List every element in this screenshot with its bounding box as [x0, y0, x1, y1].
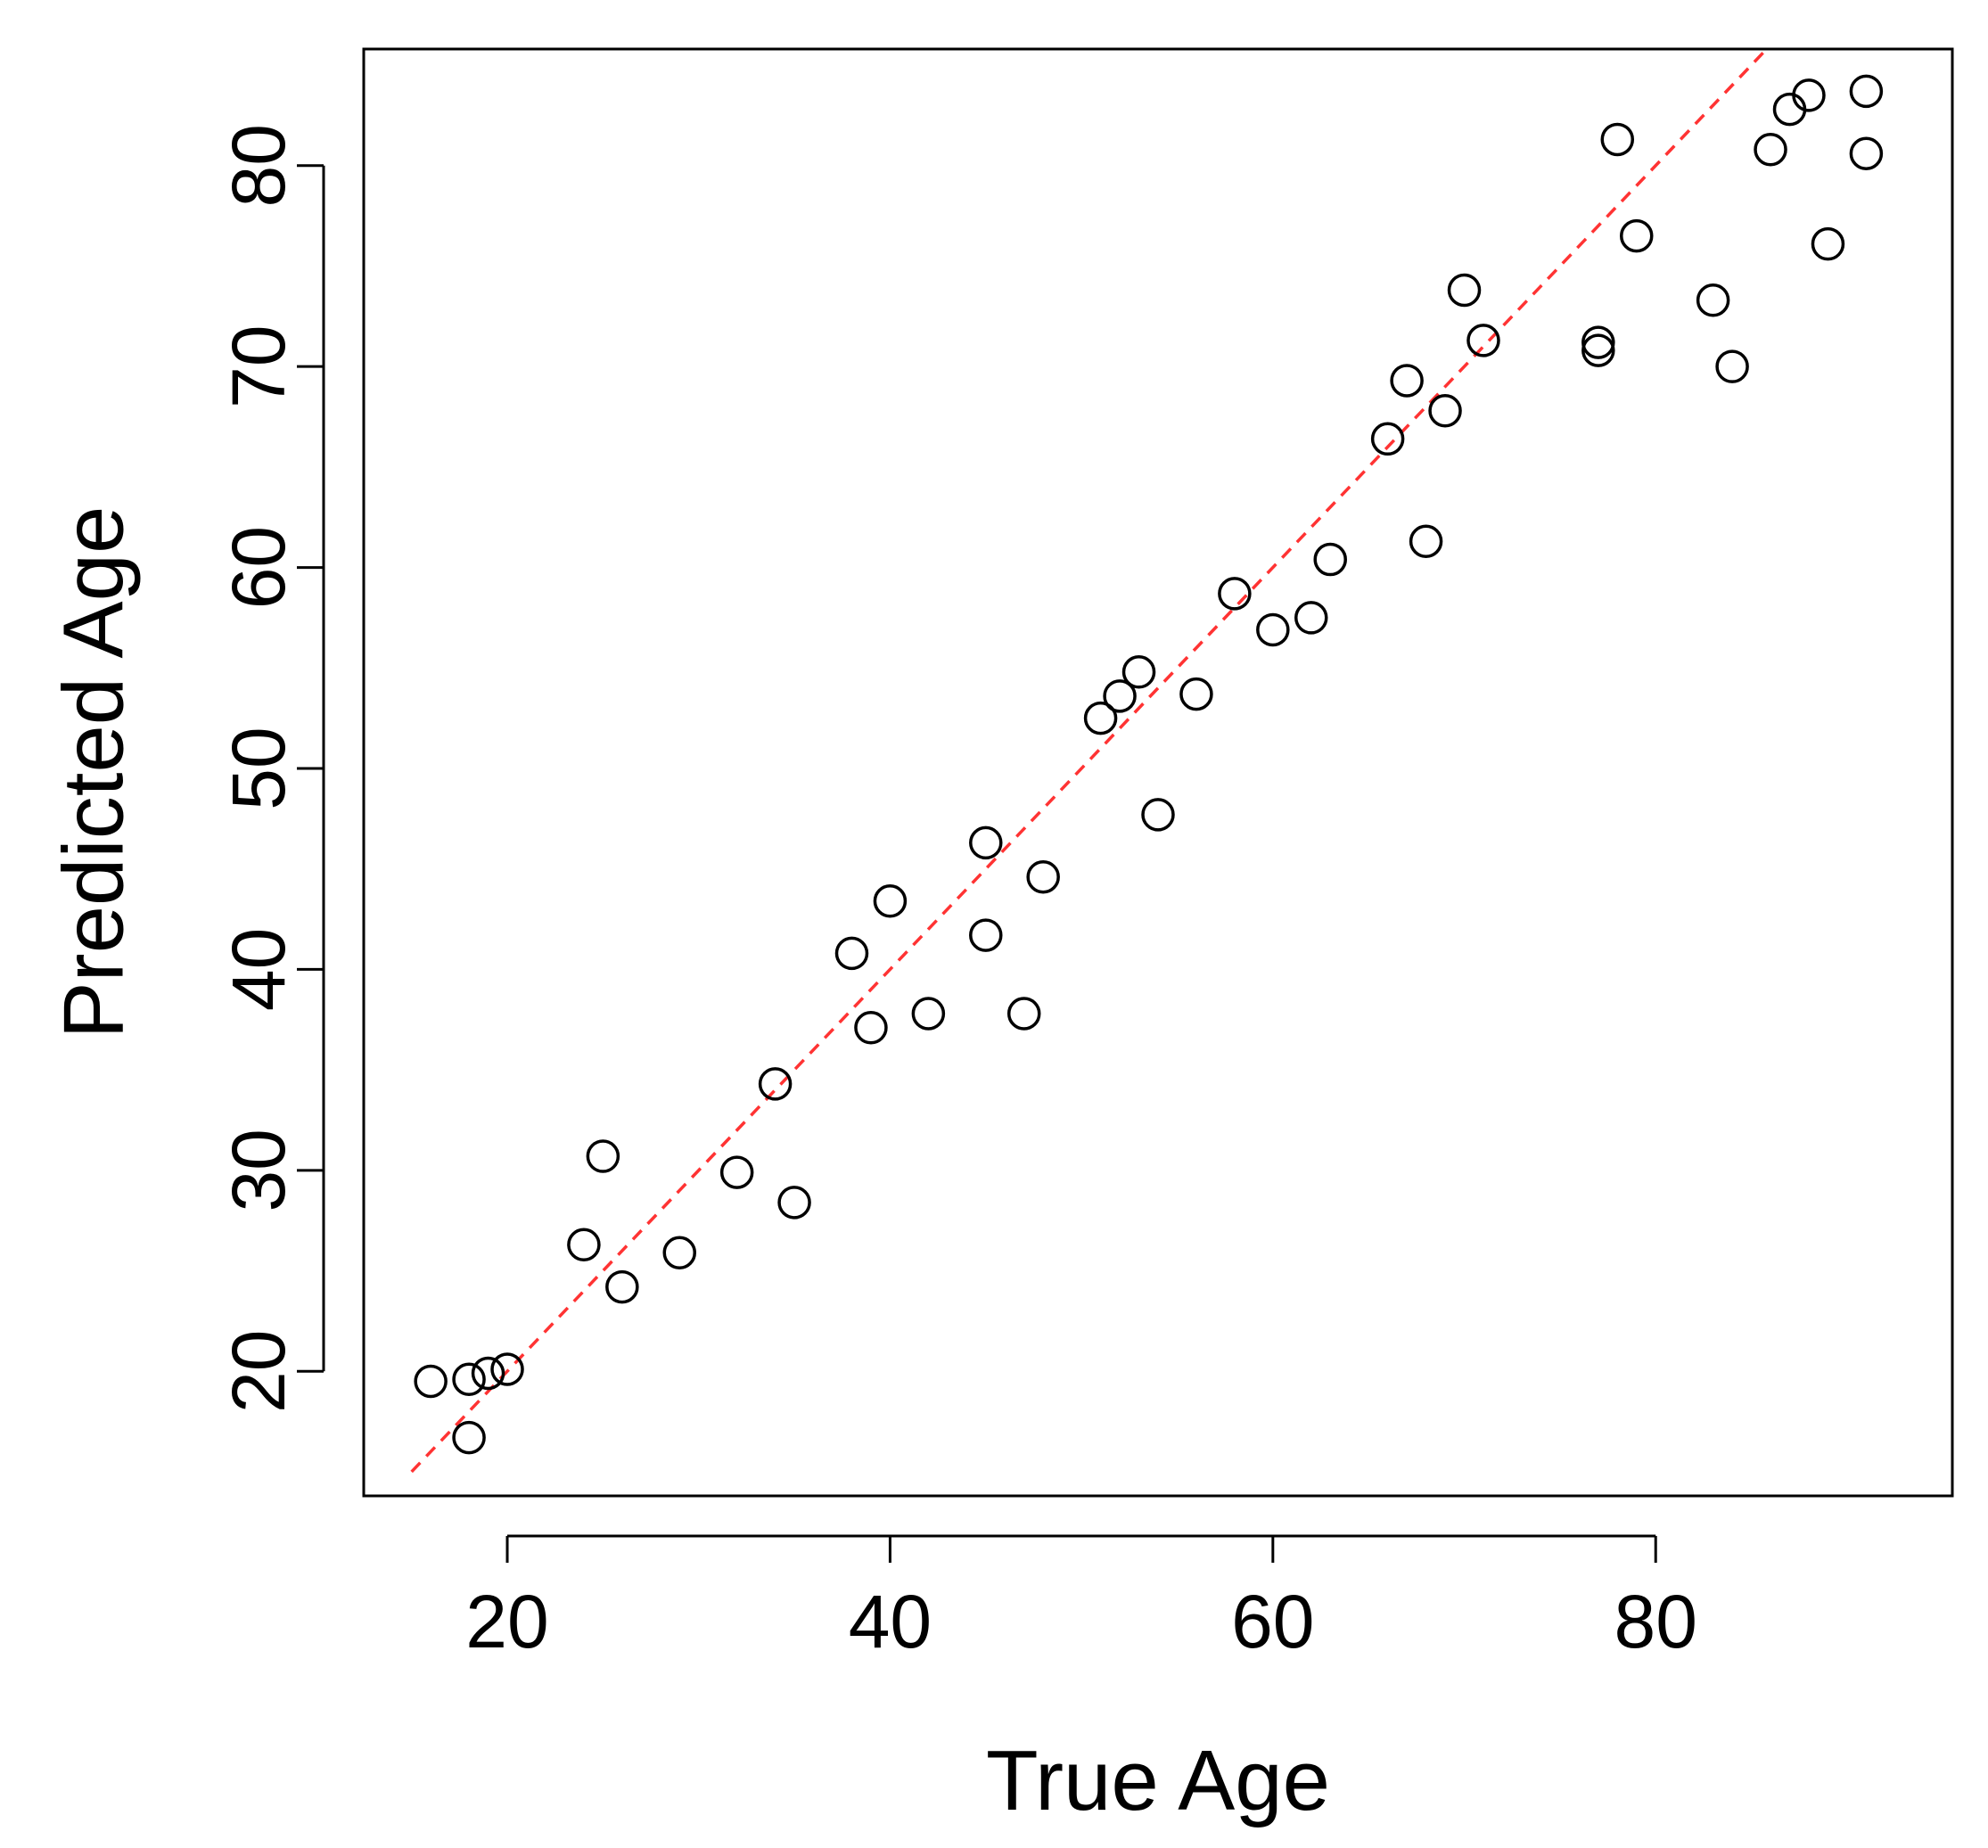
data-point	[471, 1356, 505, 1391]
plot-frame	[362, 47, 1954, 1498]
x-tick-label: 60	[1231, 1580, 1314, 1663]
data-point	[1581, 333, 1615, 367]
x-axis-label: True Age	[986, 1733, 1330, 1828]
x-tick-label: 80	[1614, 1580, 1696, 1663]
data-point	[911, 997, 946, 1031]
y-tick-label: 40	[217, 928, 300, 1011]
data-point	[1141, 798, 1175, 832]
data-point	[1811, 226, 1845, 261]
data-point	[1294, 601, 1328, 635]
data-point	[1696, 283, 1730, 317]
data-point	[1006, 997, 1041, 1031]
y-tick-label: 80	[217, 124, 300, 207]
x-tick-label: 20	[465, 1580, 548, 1663]
data-point	[1409, 524, 1443, 559]
data-point	[452, 1362, 486, 1397]
data-point	[1103, 679, 1137, 713]
data-point	[586, 1139, 620, 1173]
data-point	[1715, 349, 1749, 383]
data-point	[414, 1364, 448, 1399]
data-point	[1026, 859, 1060, 894]
data-point	[1849, 74, 1884, 109]
data-point	[969, 918, 1003, 952]
data-point	[1121, 655, 1156, 689]
data-point	[834, 936, 869, 971]
data-point	[719, 1155, 754, 1189]
y-tick-label: 30	[217, 1129, 300, 1211]
y-axis-label: Predicted Age	[46, 506, 142, 1039]
data-point	[1754, 132, 1787, 167]
y-tick-label: 50	[217, 727, 300, 809]
x-axis: 20 40 60 80	[465, 1534, 1697, 1663]
data-point	[490, 1352, 524, 1386]
data-point	[662, 1236, 697, 1269]
y-tick-label: 60	[217, 526, 300, 609]
y-tick-label: 20	[217, 1330, 300, 1413]
data-point	[1218, 577, 1252, 611]
data-point	[1083, 701, 1118, 735]
y-axis: 20 30 40 50 60 70 80	[217, 124, 325, 1413]
data-point	[1428, 394, 1462, 428]
data-point	[1447, 273, 1482, 308]
data-points-layer	[414, 74, 1884, 1455]
data-point	[1256, 612, 1290, 647]
data-point	[567, 1228, 601, 1261]
data-point	[1313, 542, 1347, 577]
data-point	[777, 1186, 811, 1220]
data-point	[969, 825, 1003, 860]
data-point	[854, 1011, 888, 1045]
data-point	[1600, 122, 1635, 157]
data-point	[1581, 325, 1615, 359]
data-point	[1619, 218, 1654, 253]
data-point	[1390, 364, 1424, 398]
data-point	[1179, 677, 1213, 711]
data-point	[452, 1420, 486, 1455]
data-point	[605, 1269, 639, 1304]
identity-reference-line	[410, 49, 1770, 1474]
data-point	[1466, 324, 1500, 357]
data-point	[1370, 422, 1405, 456]
data-point	[758, 1067, 793, 1101]
data-point	[873, 884, 908, 918]
data-point	[1792, 78, 1826, 112]
x-tick-label: 40	[849, 1580, 932, 1663]
reference-line-layer	[410, 49, 1770, 1474]
y-tick-label: 70	[217, 324, 300, 407]
data-point	[1849, 136, 1884, 170]
